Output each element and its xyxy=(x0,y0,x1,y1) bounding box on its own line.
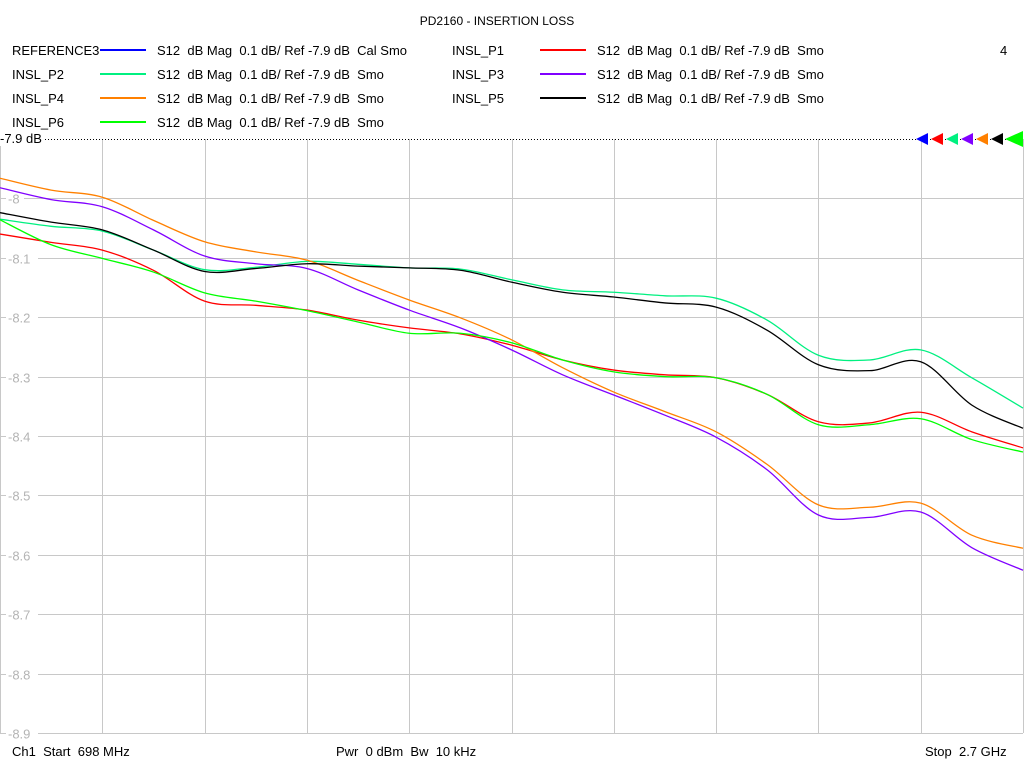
legend-name: REFERENCE3 xyxy=(12,43,100,58)
y-tick-label-bg xyxy=(6,547,38,563)
channel-number: 4 xyxy=(1000,43,1008,58)
marker-insl-p2-icon xyxy=(946,133,958,145)
legend-desc: S12 dB Mag 0.1 dB/ Ref -7.9 dB Smo xyxy=(597,43,824,58)
reference-level-label: -7.9 dB xyxy=(0,131,43,146)
trace-insl-p5 xyxy=(0,212,1024,429)
legend-desc: S12 dB Mag 0.1 dB/ Ref -7.9 dB Smo xyxy=(157,91,384,106)
y-tick-label-bg xyxy=(6,250,38,266)
y-tick-label: -8 xyxy=(8,192,20,207)
legend-desc: S12 dB Mag 0.1 dB/ Ref -7.9 dB Smo xyxy=(597,91,824,106)
marker-insl-p4-icon xyxy=(976,133,988,145)
y-tick-label: -8.5 xyxy=(8,489,30,504)
legend-name: INSL_P6 xyxy=(12,115,65,130)
trace-insl-p3 xyxy=(0,187,1024,571)
marker-reference3-icon xyxy=(916,133,928,145)
trace-insl-p1 xyxy=(0,233,1024,449)
y-tick-label-bg xyxy=(6,725,38,741)
y-tick-label: -8.6 xyxy=(8,549,30,564)
y-tick-label: -8.7 xyxy=(8,608,30,623)
trace-insl-p2 xyxy=(0,218,1024,409)
grid xyxy=(0,139,1024,734)
traces xyxy=(0,177,1024,571)
y-tick-label-bg xyxy=(6,487,38,503)
legend-desc: S12 dB Mag 0.1 dB/ Ref -7.9 dB Smo xyxy=(597,67,824,82)
y-tick-label: -8.8 xyxy=(8,668,30,683)
legend-swatch xyxy=(540,49,586,51)
trace-insl-p6 xyxy=(0,219,1024,453)
legend-swatch xyxy=(100,49,146,51)
y-tick-label-bg xyxy=(6,606,38,622)
legend-desc: S12 dB Mag 0.1 dB/ Ref -7.9 dB Smo xyxy=(157,115,384,130)
marker-insl-p1-icon xyxy=(931,133,943,145)
chart-title: PD2160 - INSERTION LOSS xyxy=(419,14,575,28)
marker-insl-p5-icon xyxy=(991,133,1003,145)
y-tick-label: -8.1 xyxy=(8,252,30,267)
legend-name: INSL_P4 xyxy=(12,91,65,106)
y-tick-label-bg xyxy=(6,309,38,325)
y-tick-label: -8.3 xyxy=(8,371,30,386)
legend-swatch xyxy=(540,97,586,99)
legend-desc: S12 dB Mag 0.1 dB/ Ref -7.9 dB Cal Smo xyxy=(157,43,408,58)
y-tick-label-bg xyxy=(6,369,38,385)
y-tick-label-bg xyxy=(6,190,24,206)
legend-swatch xyxy=(100,73,146,75)
legend-name: INSL_P5 xyxy=(452,91,505,106)
legend-desc: S12 dB Mag 0.1 dB/ Ref -7.9 dB Smo xyxy=(157,67,384,82)
footer-power: Pwr 0 dBm Bw 10 kHz xyxy=(336,744,477,759)
legend-name: INSL_P3 xyxy=(452,67,505,82)
y-tick-label: -8.4 xyxy=(8,430,30,445)
reference-markers xyxy=(916,131,1023,147)
legend-name: INSL_P1 xyxy=(452,43,505,58)
y-tick-label: -8.2 xyxy=(8,311,30,326)
footer-start: Ch1 Start 698 MHz xyxy=(12,744,130,759)
y-tick-label-bg xyxy=(6,428,38,444)
marker-insl-p6-icon xyxy=(1005,131,1023,147)
y-tick-label: -8.9 xyxy=(8,727,30,742)
y-tick-label-bg xyxy=(6,666,38,682)
legend-swatch xyxy=(100,121,146,123)
marker-insl-p3-icon xyxy=(961,133,973,145)
footer-stop: Stop 2.7 GHz xyxy=(925,744,1007,759)
y-tick-labels: -8 -8.1 -8.2 -8.3 -8.4 -8.5 -8.6 -8.7 -8.8 -8.9 xyxy=(6,190,38,742)
legend-swatch xyxy=(540,73,586,75)
legend-swatch xyxy=(100,97,146,99)
trace-insl-p4 xyxy=(0,177,1024,549)
legend-name: INSL_P2 xyxy=(12,67,65,82)
